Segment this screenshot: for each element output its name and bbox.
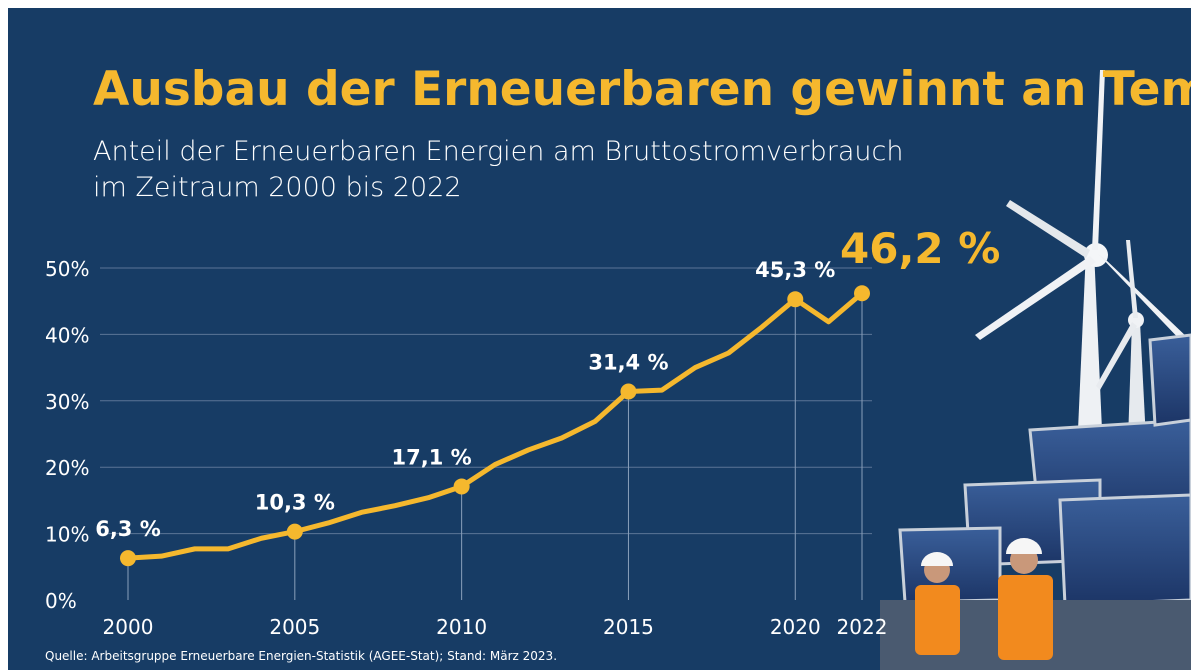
y-tick-label: 50% (45, 257, 89, 281)
data-point (854, 285, 870, 302)
data-label: 6,3 % (95, 517, 161, 541)
y-tick-label: 0% (45, 589, 77, 613)
data-label: 10,3 % (255, 491, 335, 515)
source: Quelle: Arbeitsgruppe Erneuerbare Energi… (45, 649, 557, 663)
data-label: 31,4 % (588, 351, 668, 375)
x-tick-label: 2000 (103, 615, 154, 639)
subtitle: Anteil der Erneuerbaren Energien am Brut… (93, 136, 904, 167)
photo (880, 70, 1191, 670)
data-point (453, 478, 470, 495)
x-tick-label: 2022 (837, 615, 888, 639)
line (125, 290, 865, 561)
x-tick-label: 2015 (603, 615, 654, 639)
y-tick-label: 20% (45, 456, 89, 480)
y-tick-label: 30% (45, 390, 89, 414)
subtitle: im Zeitraum 2000 bis 2022 (93, 172, 462, 203)
x-tick-label: 2005 (269, 615, 320, 639)
data-point (620, 383, 637, 400)
data-label: 45,3 % (755, 258, 835, 282)
data-point (120, 550, 136, 567)
chart-title: Ausbau der Erneuerbaren gewinnt an Tempo (93, 62, 1191, 117)
data-label: 17,1 % (392, 445, 472, 469)
data-label: 46,2 % (840, 224, 1000, 273)
x-tick-label: 2020 (770, 615, 821, 639)
data-point (787, 291, 804, 308)
y-tick-label: 10% (45, 523, 89, 547)
data-point (286, 523, 303, 540)
y-tick-label: 40% (45, 323, 89, 347)
x-tick-label: 2010 (436, 615, 487, 639)
